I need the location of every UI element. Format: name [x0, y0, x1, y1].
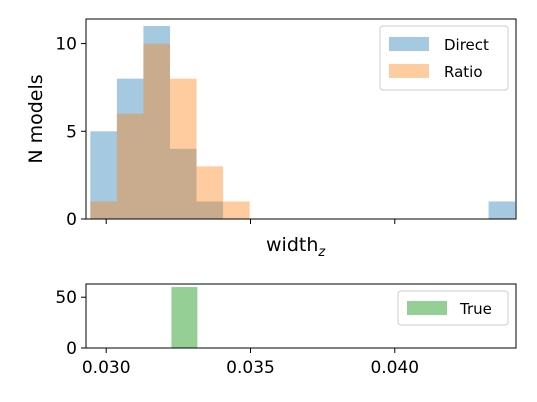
top-y-tick-label: 10	[55, 35, 77, 55]
top-y-tick-label: 0	[66, 210, 77, 230]
top-y-tick-label: 5	[66, 122, 77, 142]
top-bar-ratio-2	[143, 43, 170, 220]
top-bar-ratio-1	[116, 113, 144, 219]
bottom-histogram-bars	[171, 287, 198, 348]
bottom-y-tick-label: 50	[55, 288, 77, 308]
top-bar-direct-2	[143, 26, 170, 219]
top-x-ticks	[105, 219, 396, 224]
bottom-x-tick-label: 0.040	[370, 358, 419, 378]
bottom-x-tick-label: 0.030	[82, 358, 131, 378]
legend-swatch-direct	[389, 37, 429, 51]
x-axis-label-main: width	[266, 234, 318, 256]
top-histogram-panel: 0 5 10 N models widthz Direct Ratio	[25, 18, 517, 260]
top-bar-ratio-5	[223, 201, 250, 219]
top-histogram-bars	[90, 26, 516, 220]
top-legend: Direct Ratio	[379, 25, 509, 91]
top-bar-ratio-3	[169, 78, 197, 220]
bottom-bar-true-0	[171, 287, 198, 348]
bottom-axes-frame	[85, 283, 517, 349]
legend-label-direct: Direct	[444, 36, 489, 54]
legend-swatch-true	[407, 301, 447, 315]
bottom-x-tick-label: 0.035	[226, 358, 275, 378]
bottom-legend-box	[397, 290, 509, 326]
top-bar-direct-1	[116, 78, 144, 220]
bottom-y-tick-label: 0	[66, 339, 77, 359]
top-y-axis-label: N models	[25, 74, 47, 163]
top-axes-frame	[85, 18, 517, 220]
top-y-ticks: 0 5 10	[55, 35, 86, 230]
top-bar-direct-3	[169, 148, 197, 219]
top-bar-direct-4	[196, 201, 224, 219]
bottom-y-ticks: 0 50	[55, 288, 86, 359]
bottom-histogram-panel: 0 50 0.030 0.035 0.040 True	[55, 283, 517, 378]
top-bar-direct-5	[488, 201, 516, 219]
top-bar-ratio-4	[196, 166, 224, 219]
top-x-axis-label: widthz	[266, 234, 326, 260]
bottom-legend: True	[397, 290, 509, 326]
legend-swatch-ratio	[389, 64, 429, 78]
top-bar-direct-0	[90, 131, 117, 219]
bottom-x-ticks: 0.030 0.035 0.040	[82, 348, 419, 378]
legend-label-ratio: Ratio	[444, 63, 483, 81]
legend-label-true: True	[459, 300, 492, 318]
top-legend-box	[379, 25, 509, 91]
x-axis-label-subscript: z	[317, 245, 326, 260]
top-bar-ratio-0	[90, 201, 117, 219]
